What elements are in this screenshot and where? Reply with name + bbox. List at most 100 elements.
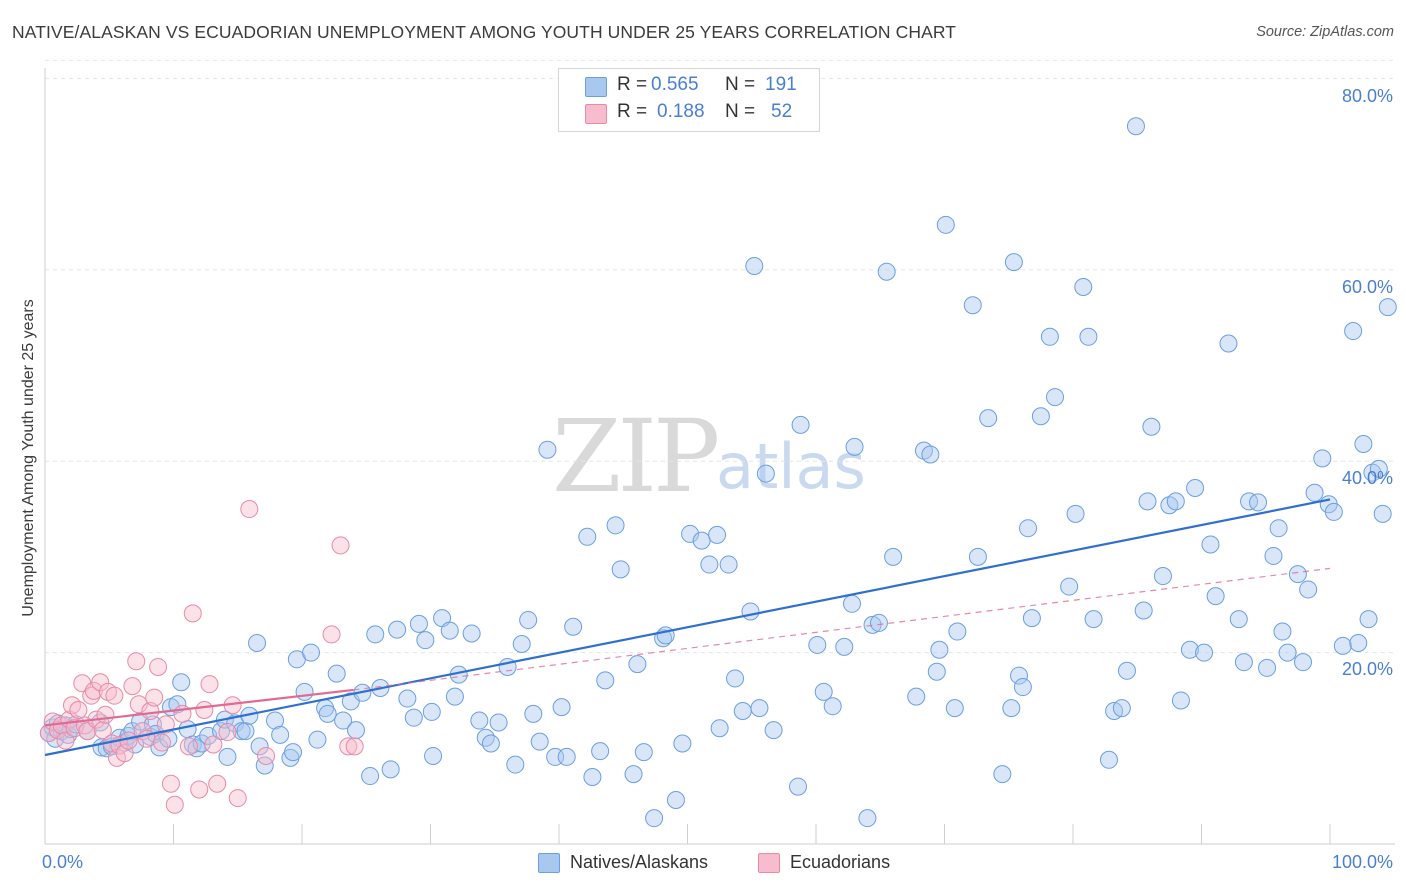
data-point-native — [266, 711, 285, 730]
data-point-native — [123, 722, 142, 741]
data-point-native — [1166, 492, 1185, 511]
data-point-ecuadorian — [257, 746, 276, 765]
data-point-native — [791, 415, 810, 434]
n-label: N = — [725, 74, 756, 95]
data-point-native — [1273, 622, 1292, 641]
data-point-ecuadorian — [165, 795, 184, 814]
data-point-native — [1019, 519, 1038, 538]
data-point-native — [764, 721, 783, 740]
data-point-ecuadorian — [129, 695, 148, 714]
data-point-native — [1031, 407, 1050, 426]
data-point-native — [596, 671, 615, 690]
data-point-ecuadorian — [69, 701, 88, 720]
data-point-native — [745, 256, 764, 275]
data-point-native — [404, 708, 423, 727]
data-point-native — [1079, 327, 1098, 346]
y-axis-label: Unemployment Among Youth under 25 years — [20, 299, 37, 617]
data-point-ecuadorian — [161, 774, 180, 793]
data-point-native — [552, 698, 571, 717]
data-point-native — [232, 722, 251, 741]
legend-label: Ecuadorians — [790, 852, 891, 872]
data-point-native — [719, 555, 738, 574]
data-point-native — [1074, 278, 1093, 297]
data-point-native — [968, 547, 987, 566]
data-point-ecuadorian — [152, 733, 171, 752]
data-point-native — [842, 594, 861, 613]
r-value: 0.188 — [657, 101, 705, 122]
source-label: Source: ZipAtlas.com — [1256, 24, 1394, 40]
data-point-native — [1153, 567, 1172, 586]
data-point-native — [187, 739, 206, 758]
data-point-native — [512, 634, 531, 653]
data-point-native — [1229, 610, 1248, 629]
data-point-native — [409, 614, 428, 633]
legend-swatch-pink — [758, 853, 780, 873]
data-point-native — [318, 704, 337, 723]
data-point-native — [1258, 658, 1277, 677]
data-point-native — [1333, 636, 1352, 655]
data-point-native — [948, 622, 967, 641]
data-point-native — [1354, 434, 1373, 453]
data-point-native — [381, 760, 400, 779]
legend-swatch-pink — [585, 104, 607, 124]
data-point-native — [346, 721, 365, 740]
data-point-native — [271, 725, 290, 744]
data-point-native — [700, 555, 719, 574]
data-point-native — [489, 713, 508, 732]
legend-row-natives: R = 0.565 N = 191 — [585, 74, 815, 100]
data-point-native — [301, 643, 320, 662]
data-point-native — [611, 560, 630, 579]
data-point-native — [692, 531, 711, 550]
data-point-ecuadorian — [339, 737, 358, 756]
legend-swatch-blue — [585, 77, 607, 97]
data-point-ecuadorian — [156, 715, 175, 734]
data-point-native — [835, 637, 854, 656]
data-point-native — [1378, 298, 1397, 317]
data-point-ecuadorian — [190, 780, 209, 799]
data-point-native — [1294, 653, 1313, 672]
data-point-native — [470, 711, 489, 730]
data-point-ecuadorian — [123, 677, 142, 696]
data-point-native — [564, 617, 583, 636]
data-point-native — [645, 809, 664, 828]
data-point-native — [710, 719, 729, 738]
data-point-native — [236, 722, 255, 741]
data-point-native — [476, 728, 495, 747]
data-point-native — [334, 711, 353, 730]
data-point-native — [877, 262, 896, 281]
r-label: R = — [617, 74, 648, 95]
legend-row-ecuadorians: R = 0.188 N = 52 — [585, 101, 815, 127]
data-point-native — [1299, 580, 1318, 599]
data-point-native — [1046, 388, 1065, 407]
data-point-native — [634, 743, 653, 762]
data-point-native — [1219, 334, 1238, 353]
data-point-native — [1134, 601, 1153, 620]
data-point-native — [1201, 535, 1220, 554]
y-tick-label: 20.0% — [1341, 659, 1393, 679]
data-point-native — [823, 697, 842, 716]
r-label: R = — [617, 101, 648, 122]
trend-line-ecuadorians — [44, 688, 354, 727]
data-point-native — [1142, 417, 1161, 436]
data-point-native — [1186, 478, 1205, 497]
data-point-native — [756, 464, 775, 483]
data-point-native — [1234, 653, 1253, 672]
data-point-native — [1269, 519, 1288, 538]
data-point-native — [921, 445, 940, 464]
data-point-native — [708, 525, 727, 544]
data-point-native — [993, 765, 1012, 784]
data-point-native — [1180, 640, 1199, 659]
data-point-native — [424, 746, 443, 765]
data-point-native — [930, 640, 949, 659]
data-point-native — [212, 722, 231, 741]
data-point-native — [606, 516, 625, 535]
data-point-native — [1112, 699, 1131, 718]
trend-line-natives — [44, 498, 1331, 757]
data-point-native — [308, 730, 327, 749]
data-point-native — [1171, 691, 1190, 710]
data-point-native — [462, 624, 481, 643]
data-point-native — [884, 547, 903, 566]
data-point-ecuadorian — [105, 686, 124, 705]
data-point-native — [1305, 483, 1324, 502]
data-point-native — [178, 720, 197, 739]
